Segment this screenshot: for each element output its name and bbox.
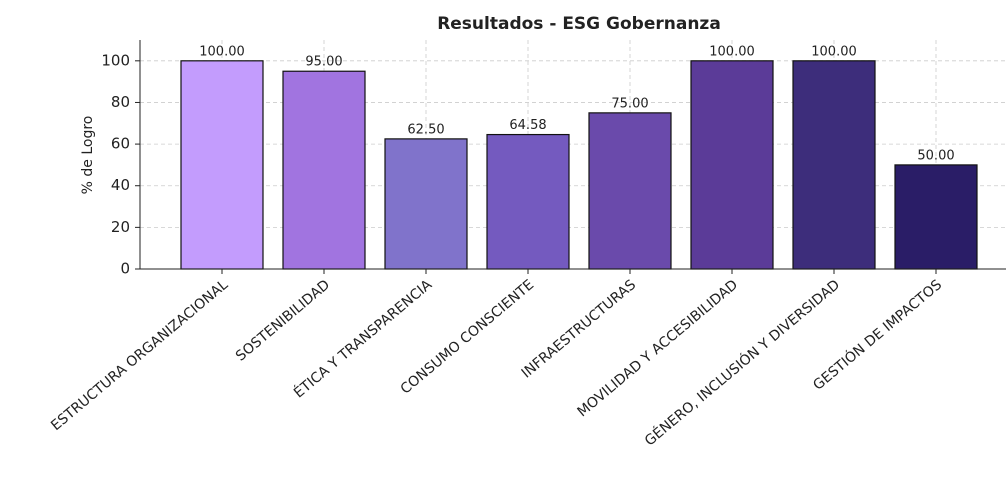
value-label: 64.58 [509, 118, 546, 133]
chart-title: Resultados - ESG Gobernanza [437, 14, 721, 34]
x-tick-label: INFRAESTRUCTURAS [519, 277, 640, 382]
y-tick-label: 40 [111, 176, 130, 194]
bar [588, 112, 672, 270]
value-label: 100.00 [811, 44, 857, 59]
x-tick-label: MOVILIDAD Y ACCESIBILIDAD [574, 277, 741, 420]
value-label: 100.00 [199, 44, 245, 59]
bar [486, 133, 570, 270]
value-label: 62.50 [407, 122, 444, 137]
x-tick-label: GÉNERO, INCLUSIÓN Y DIVERSIDAD [641, 275, 844, 449]
y-axis-label: % de Logro [80, 116, 96, 195]
bar [282, 70, 366, 270]
y-tick-label: 60 [111, 135, 130, 153]
value-label: 95.00 [305, 55, 342, 70]
x-tick-label: SOSTENIBILIDAD [233, 277, 333, 365]
x-tick-label: ESTRUCTURA ORGANIZACIONAL [48, 277, 231, 434]
bar [894, 164, 978, 270]
y-tick-label: 80 [111, 93, 130, 111]
value-label: 100.00 [709, 44, 755, 59]
y-tick-label: 20 [111, 218, 130, 236]
bar [384, 138, 468, 270]
value-label: 50.00 [917, 148, 954, 163]
y-tick-label: 100 [101, 51, 130, 69]
value-label: 75.00 [611, 96, 648, 111]
y-tick-label: 0 [120, 260, 130, 278]
bar [690, 60, 774, 270]
bar [180, 60, 264, 270]
bar [792, 60, 876, 270]
